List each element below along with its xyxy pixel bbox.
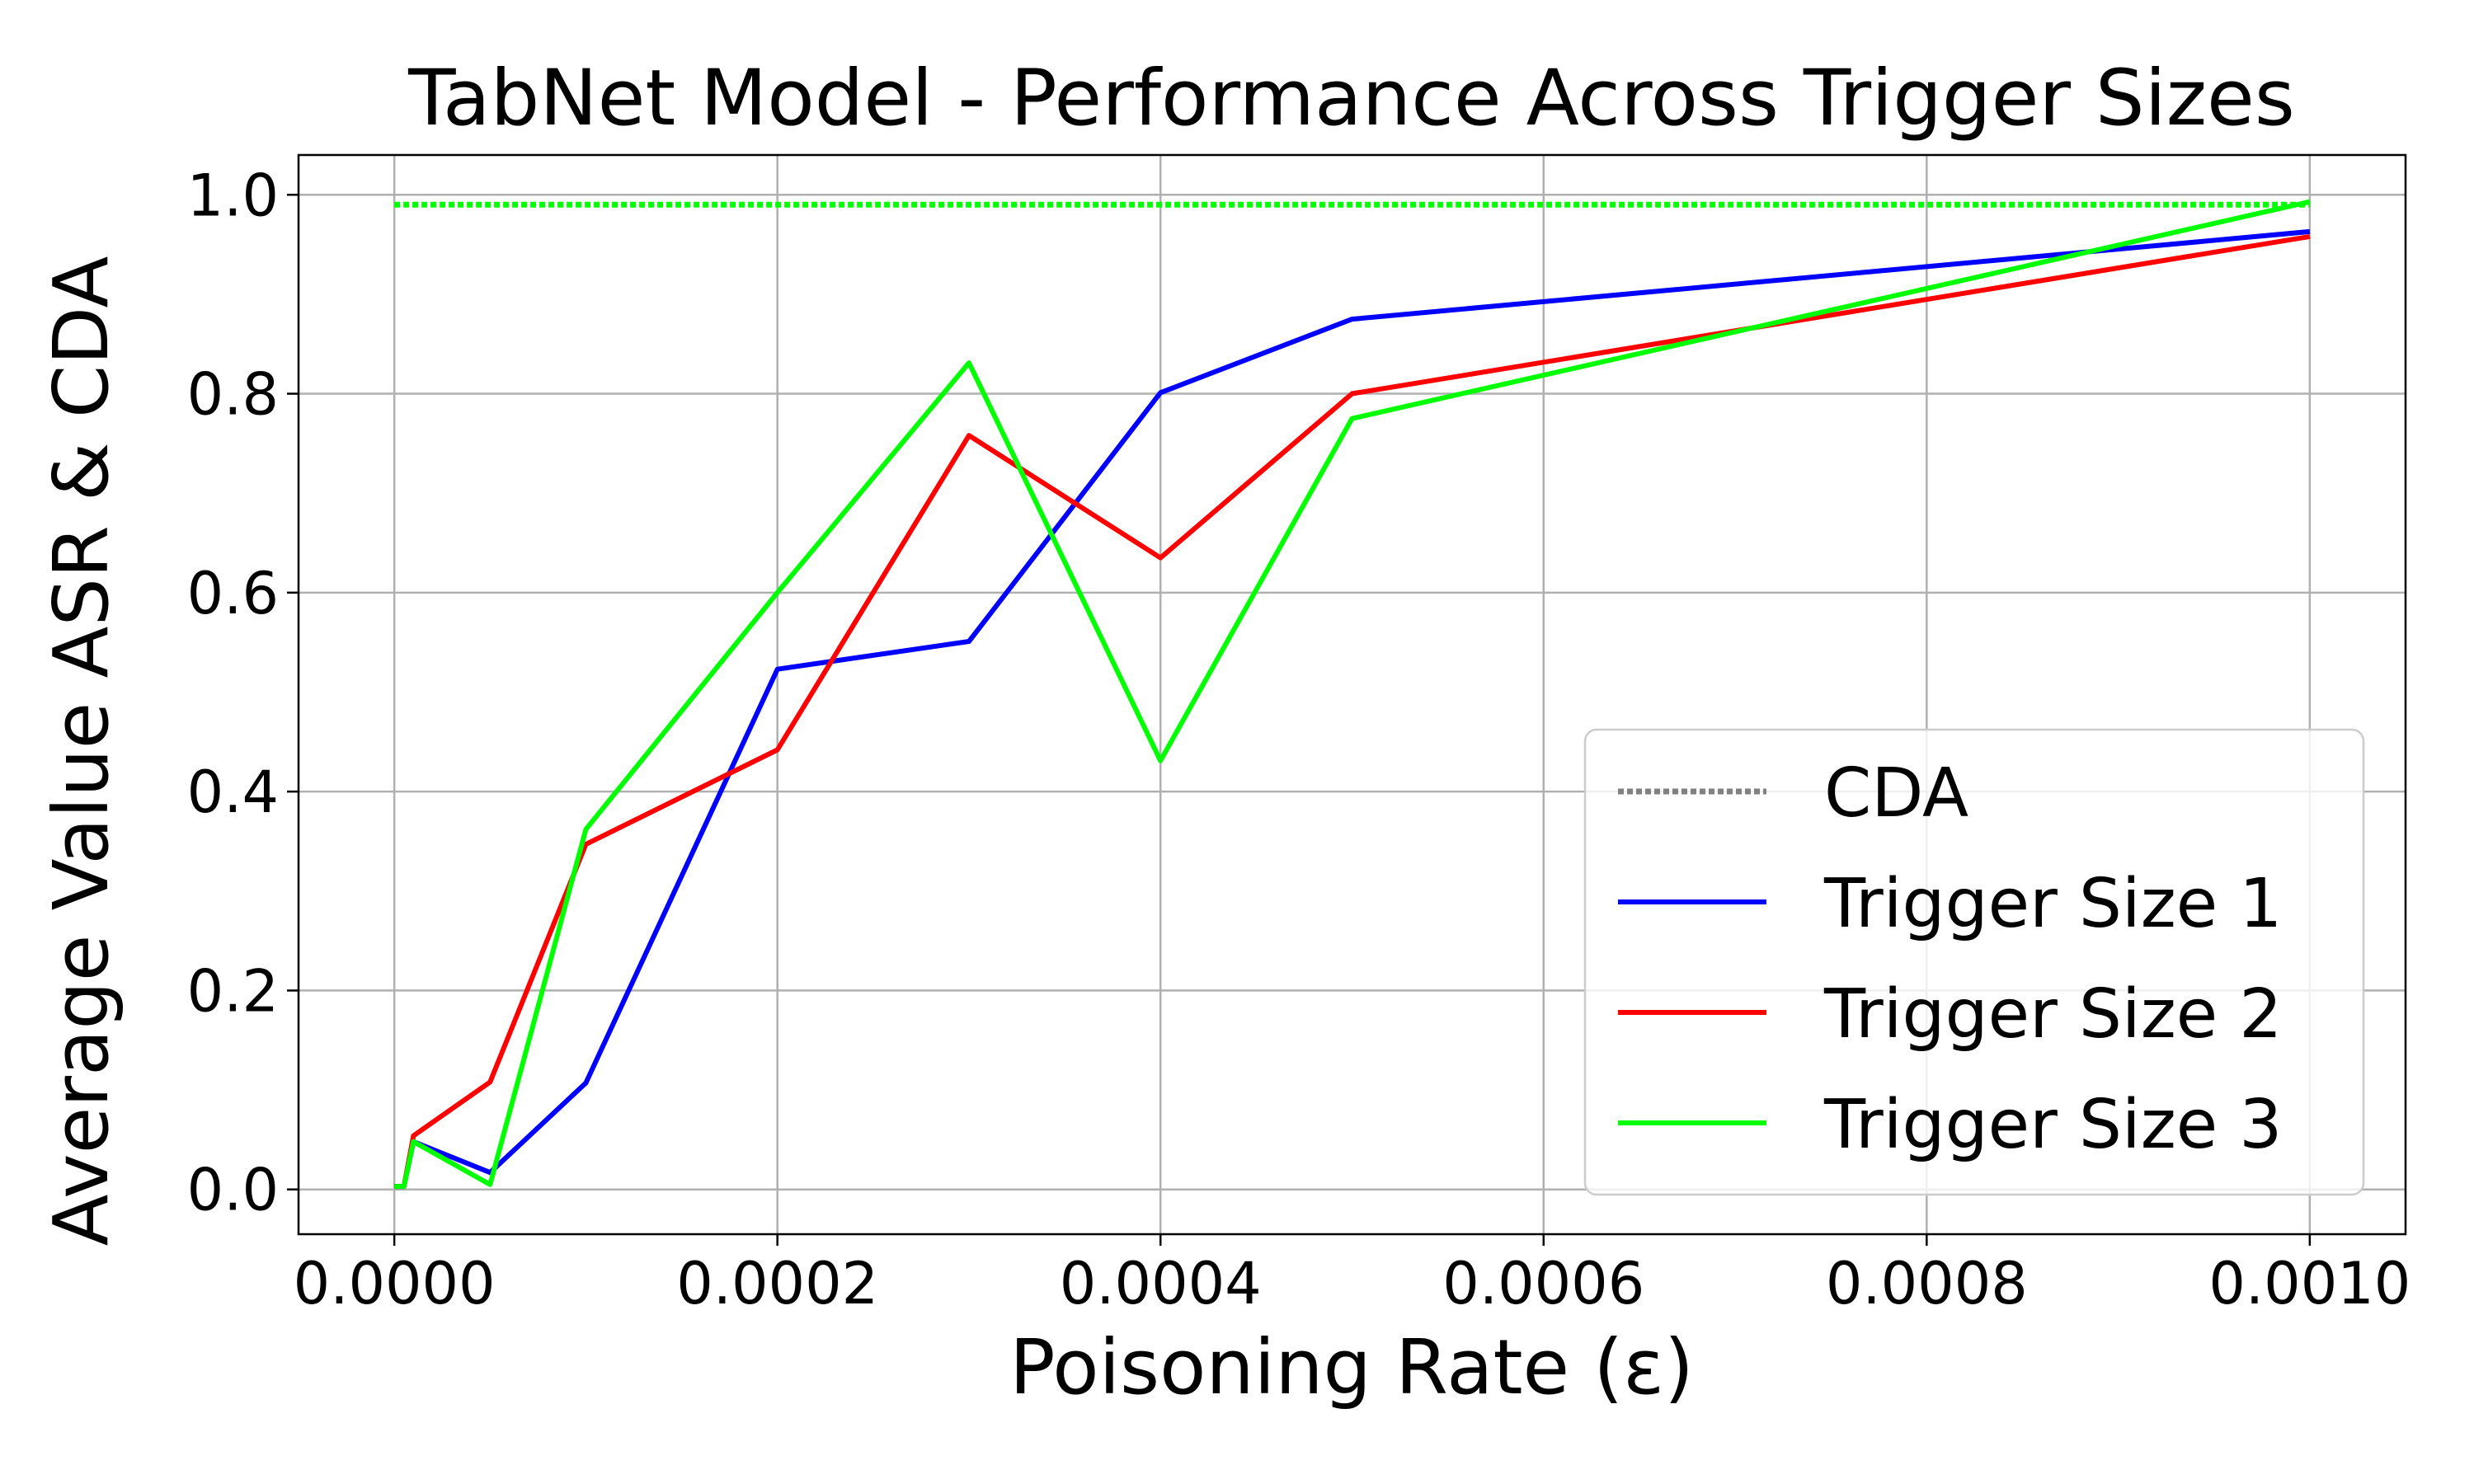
legend-label: CDA <box>1824 754 1968 833</box>
y-tick-label: 0.4 <box>187 758 279 826</box>
legend-label: Trigger Size 1 <box>1823 865 2282 943</box>
x-tick-label: 0.0010 <box>2208 1250 2411 1317</box>
y-tick-label: 0.6 <box>187 560 279 627</box>
x-tick-label: 0.0006 <box>1442 1250 1644 1317</box>
y-axis-label: Average Value ASR & CDA <box>37 256 125 1247</box>
chart-title: TabNet Model - Performance Across Trigge… <box>407 54 2295 143</box>
y-tick-label: 1.0 <box>187 162 279 229</box>
series-line-trigger-size-3 <box>394 199 2311 1190</box>
y-tick-label: 0.0 <box>187 1157 279 1224</box>
x-axis-ticks: 0.0000 0.0002 0.0004 0.0006 0.0008 0.0010 <box>294 1234 2411 1317</box>
plot-series <box>394 199 2311 1190</box>
legend-box <box>1583 728 2365 1196</box>
y-tick-label: 0.8 <box>187 361 279 429</box>
plot-frame <box>297 153 2407 1236</box>
legend-label: Trigger Size 3 <box>1823 1086 2282 1164</box>
y-tick-label: 0.2 <box>187 957 279 1025</box>
x-tick-label: 0.0000 <box>294 1250 496 1317</box>
x-tick-label: 0.0008 <box>1826 1250 2028 1317</box>
x-axis-label: Poisoning Rate (ε) <box>1009 1323 1694 1411</box>
legend: CDA Trigger Size 1 Trigger Size 2 Trigger S… <box>1583 728 2365 1196</box>
grid <box>299 155 2406 1234</box>
y-axis-ticks: 0.0 0.2 0.4 0.6 0.8 1.0 <box>187 162 299 1224</box>
x-tick-label: 0.0002 <box>676 1250 878 1317</box>
x-tick-label: 0.0004 <box>1060 1250 1262 1317</box>
legend-label: Trigger Size 2 <box>1823 975 2282 1054</box>
